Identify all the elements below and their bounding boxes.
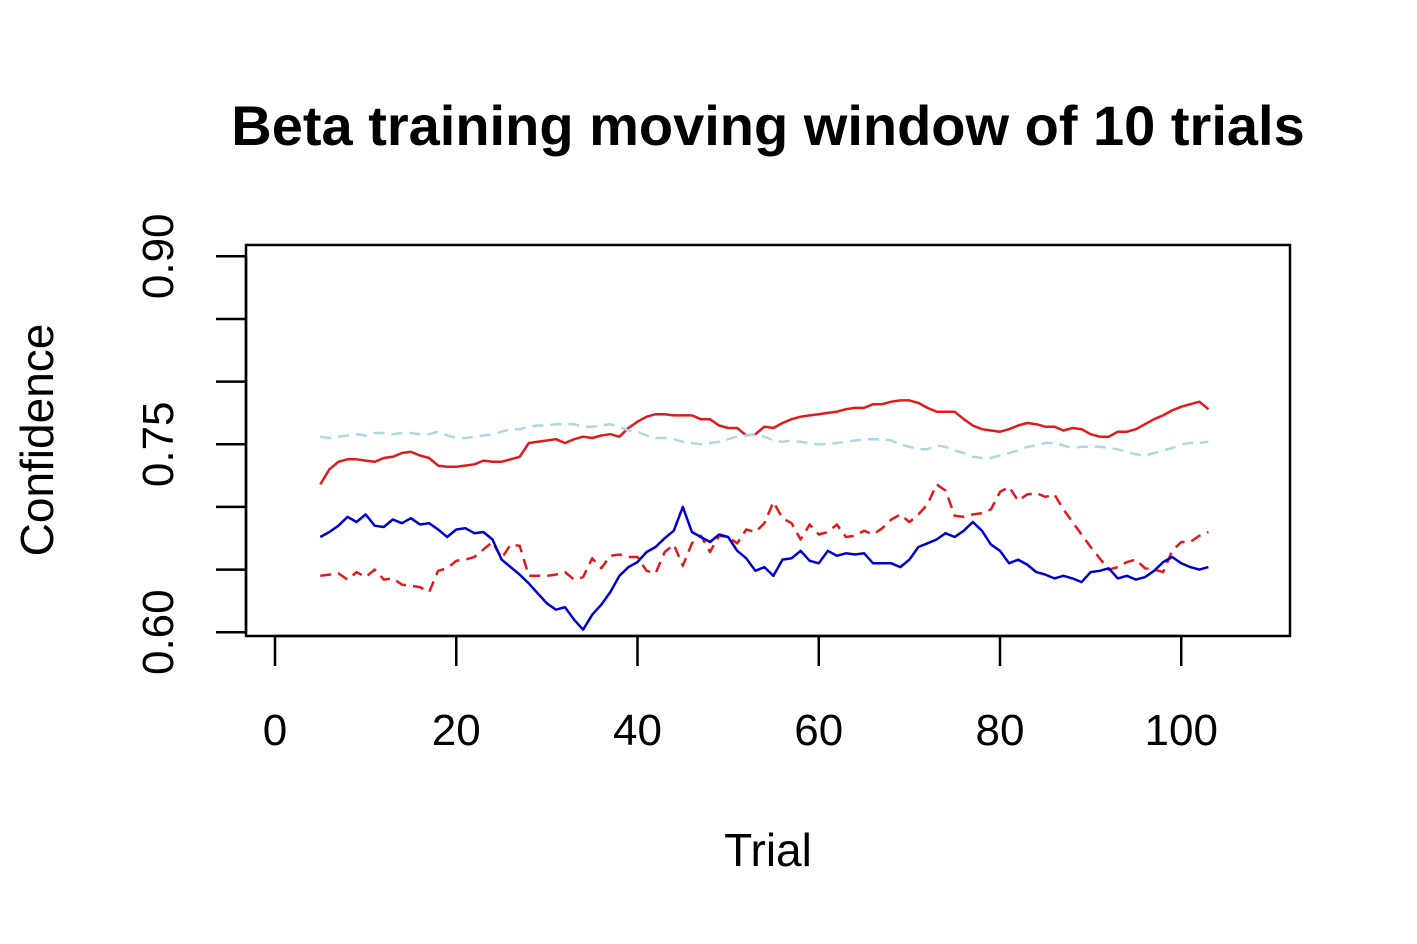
x-tick-label: 80 xyxy=(976,706,1025,755)
x-tick-label: 0 xyxy=(263,706,287,755)
series-line-4 xyxy=(319,505,1209,631)
x-tick-label: 100 xyxy=(1145,706,1218,755)
y-tick-label: 0.75 xyxy=(134,401,183,487)
x-axis-label: Trial xyxy=(724,824,812,876)
x-tick-label: 20 xyxy=(432,706,481,755)
y-tick-label: 0.90 xyxy=(134,213,183,299)
series-layer xyxy=(319,399,1210,631)
x-axis: 0 20 40 60 80 100 xyxy=(263,634,1218,755)
x-tick-label: 40 xyxy=(613,706,662,755)
series-line-1 xyxy=(319,399,1210,486)
x-tick-label: 60 xyxy=(794,706,843,755)
series-line-3 xyxy=(320,483,1209,594)
chart-title: Beta training moving window of 10 trials xyxy=(231,94,1304,157)
series-line-2 xyxy=(320,422,1209,460)
y-tick-label: 0.60 xyxy=(134,589,183,675)
y-axis-label: Confidence xyxy=(11,324,63,557)
y-axis: 0.60 0.75 0.90 xyxy=(134,213,248,675)
